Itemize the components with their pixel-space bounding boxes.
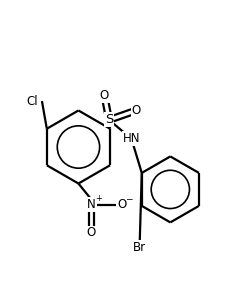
Text: O: O	[87, 226, 96, 240]
Text: HN: HN	[123, 132, 140, 145]
Text: −: −	[125, 194, 133, 203]
Text: Cl: Cl	[27, 95, 38, 108]
Text: S: S	[105, 113, 113, 126]
Text: O: O	[100, 89, 109, 102]
Text: +: +	[96, 194, 102, 203]
Text: N: N	[87, 198, 96, 211]
Text: O: O	[132, 104, 141, 117]
Text: Br: Br	[133, 240, 146, 254]
Text: O: O	[117, 198, 127, 211]
